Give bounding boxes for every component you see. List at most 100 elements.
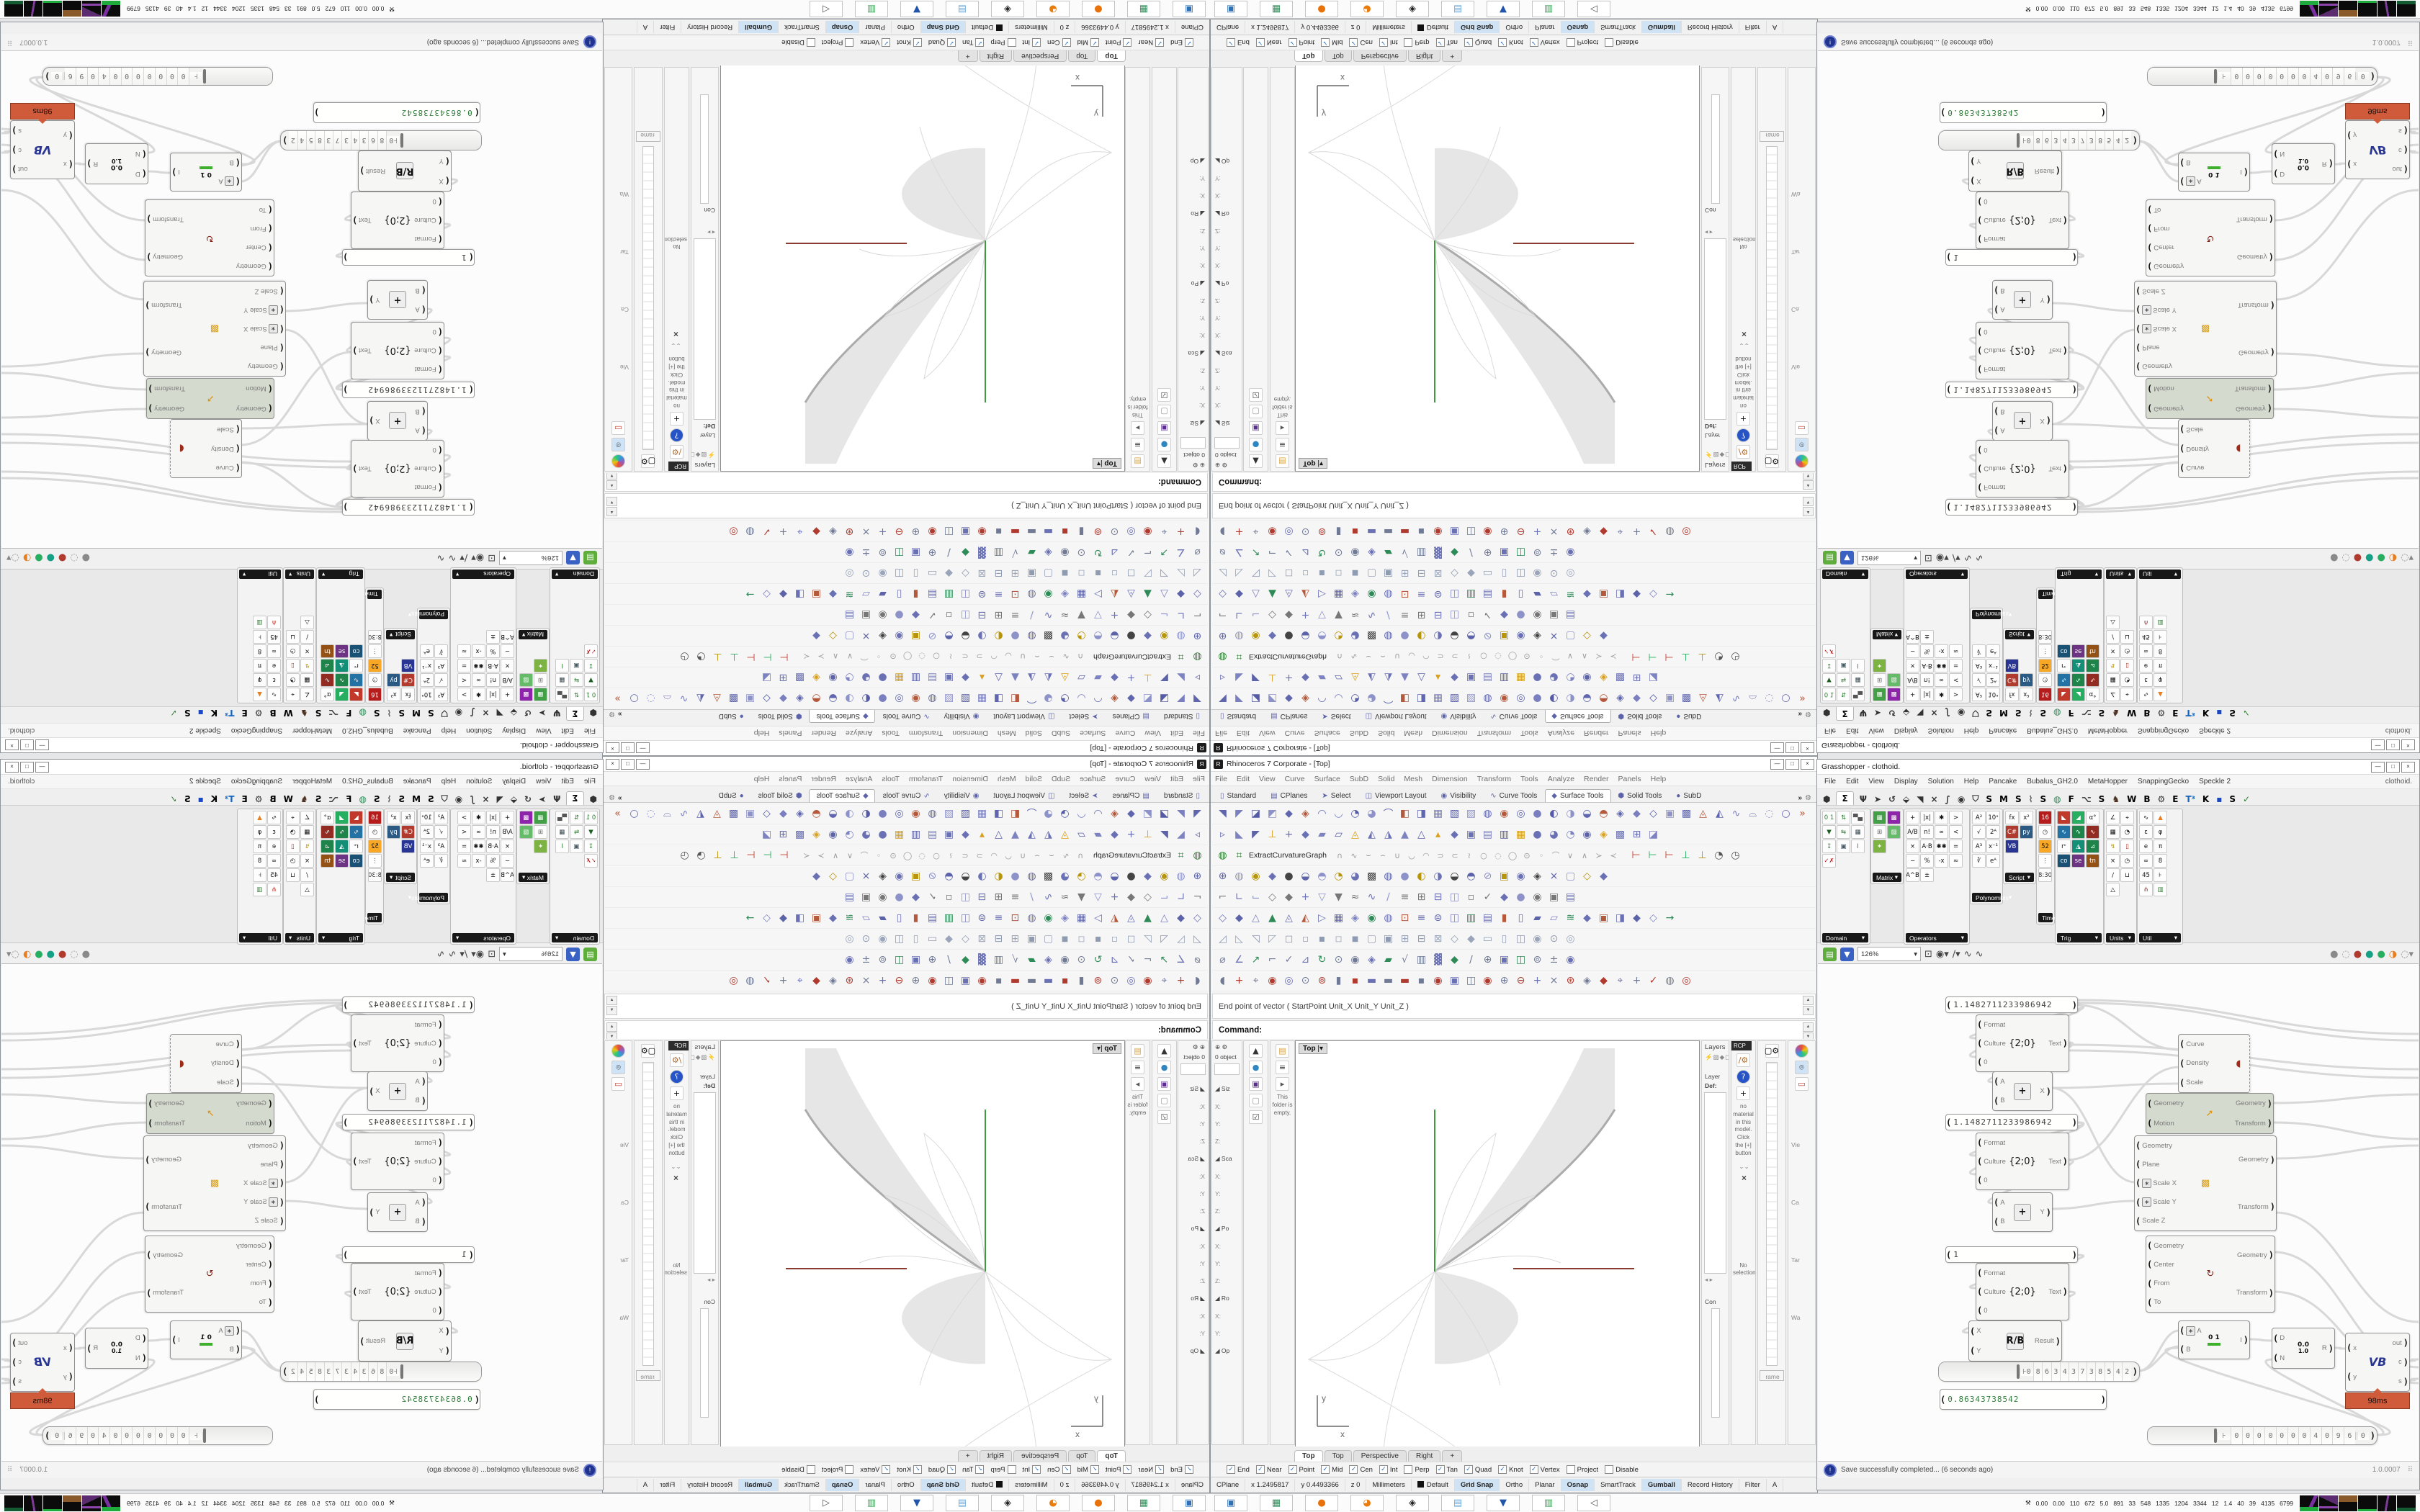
toolbar-icon[interactable]: × <box>861 630 871 642</box>
toolbar-icon[interactable]: ▼ <box>1077 609 1085 621</box>
osnap-perp[interactable]: Perp <box>990 38 1016 47</box>
toolbar-icon[interactable]: ◷ <box>1731 651 1740 662</box>
toolbar-icon[interactable]: ◆ <box>1500 891 1508 903</box>
toolbar-icon[interactable]: ▣ <box>1026 567 1037 579</box>
color-wheel-icon[interactable] <box>1795 1044 1809 1058</box>
toolbar-icon[interactable]: ◎ <box>1284 526 1294 537</box>
osnap-tan[interactable]: ✓ Tan <box>1435 1465 1458 1474</box>
gh-port[interactable]: (0 <box>1977 327 2012 337</box>
viewport-title-chip[interactable]: Top |▾ <box>1299 1043 1328 1054</box>
gh-category-tab-19[interactable]: S <box>2098 708 2105 718</box>
palette-icon[interactable]: Ⅰ <box>555 659 569 672</box>
toolbar-icon[interactable]: ▫ <box>945 891 953 903</box>
gh-component[interactable]: (A(B + Y) <box>1992 1192 2053 1232</box>
gh-menu-item-solution[interactable]: Solution <box>1927 778 1954 786</box>
digit-cell[interactable]: 6 <box>369 1362 378 1381</box>
toolbar-icon[interactable]: » <box>1799 693 1806 704</box>
toolbar-icon[interactable]: ⌖ <box>1161 526 1168 537</box>
palette-icon[interactable]: 8 <box>2154 854 2167 868</box>
menu-item-edit[interactable]: Edit <box>1236 729 1250 738</box>
gh-port[interactable]: (Geometry <box>220 1099 273 1109</box>
toolbar-icon[interactable]: ◍ <box>1234 870 1244 882</box>
digit-cell[interactable]: 6 <box>2344 68 2355 85</box>
palette-icon[interactable]: α° <box>321 811 334 824</box>
gh-port[interactable]: (B <box>407 1096 426 1106</box>
canvas-tool-icon[interactable]: ◉▾ <box>471 948 485 960</box>
toolbar-icon[interactable]: ▪ <box>995 526 1003 537</box>
gh-port[interactable]: (Motion <box>220 384 273 394</box>
palette-icon[interactable]: α° <box>2086 688 2099 701</box>
gh-menu-item-view[interactable]: View <box>536 778 552 786</box>
palette-icon[interactable]: % <box>486 644 500 658</box>
gh-category-tab-29[interactable]: ✓ <box>169 794 177 804</box>
toolbar-icon[interactable]: ◆ <box>962 829 969 840</box>
palette-icon[interactable]: ▯ <box>286 659 300 672</box>
canvas-tool-icon[interactable]: ∿ <box>448 552 457 564</box>
digit-cell[interactable]: 0 <box>110 68 122 85</box>
gh-category-tab-27[interactable]: ▪ <box>197 708 204 718</box>
gh-category-tab-16[interactable]: ◍ <box>2053 794 2061 804</box>
gh-category-tab-5[interactable]: ⬙ <box>510 794 517 804</box>
toolbar-icon[interactable]: ⊘ <box>1483 630 1492 642</box>
osnap-tan[interactable]: ✓ Tan <box>962 1465 985 1474</box>
toolbar-icon[interactable]: ▣ <box>1383 567 1394 579</box>
frame-dropdown[interactable]: rame <box>1760 131 1784 142</box>
palette-icon[interactable]: ⊦ <box>253 630 266 644</box>
gh-port[interactable]: (Culture <box>408 1287 443 1297</box>
palette-group-label[interactable]: Time▾ <box>362 590 382 599</box>
status-grid-snap[interactable]: Grid Snap <box>1454 1479 1500 1491</box>
toolbar-icon[interactable]: ▯ <box>1501 933 1507 945</box>
checkbox[interactable] <box>1566 1465 1575 1474</box>
checkbox[interactable]: ✓ <box>1321 38 1330 47</box>
status-planar[interactable]: Planar <box>859 1479 891 1491</box>
toolbar-icon[interactable]: ≡ <box>1400 609 1410 621</box>
gh-component[interactable]: (Geometry(Motion ➚ Geometry) Transform) <box>146 378 274 419</box>
toolbar-icon[interactable]: ▲ <box>1011 672 1019 683</box>
palette-icon[interactable]: ▨ <box>1887 825 1901 839</box>
toolbar-icon[interactable]: ◬ <box>1699 808 1707 819</box>
toolbar-icon[interactable]: ⊖ <box>1516 975 1525 986</box>
palette-icon[interactable]: ↯ <box>300 840 314 853</box>
palette-icon[interactable]: Ⅰ <box>1851 840 1865 853</box>
toolbar-icon[interactable]: ∨ <box>1567 652 1573 662</box>
toolbar-icon[interactable]: ▰ <box>879 912 887 924</box>
taskbar-app-3[interactable]: ◕ <box>1350 1495 1384 1511</box>
gh-port[interactable]: (D <box>127 1333 147 1344</box>
zoom-select[interactable]: 126% ▾ <box>499 947 563 961</box>
toolbar-icon[interactable]: ∨ <box>847 652 853 662</box>
toolbar-icon[interactable]: ◤ <box>1235 693 1243 704</box>
toolbar-icon[interactable]: ⊖ <box>895 526 904 537</box>
gh-port[interactable]: (0 <box>408 1305 443 1315</box>
toolbar-icon[interactable]: ◍ <box>1218 850 1227 861</box>
toolbar-gear-icon[interactable]: ⚙ <box>1805 710 1811 718</box>
panel-icon[interactable]: ☑ <box>1249 388 1263 402</box>
toolbar-icon[interactable]: ◻ <box>1284 933 1294 945</box>
toolbar-icon[interactable]: ◆ <box>1285 693 1293 704</box>
rhino-command-prompt[interactable]: Command: ▲ ▼ <box>604 470 1208 492</box>
palette-icon[interactable]: tn <box>321 854 334 868</box>
rhino-viewport[interactable]: Top |▾ <box>720 1040 1125 1452</box>
minimize-button[interactable]: — <box>2371 761 2385 773</box>
menu-item-edit[interactable]: Edit <box>1170 729 1184 738</box>
toolbar-icon[interactable]: ◭ <box>1044 829 1052 840</box>
palette-icon[interactable]: |x| <box>486 811 500 824</box>
digit-cell[interactable]: 0 <box>2264 68 2276 85</box>
toolbar-icon[interactable]: ⊚ <box>1093 975 1103 986</box>
gh-port[interactable]: (0 <box>408 1175 443 1185</box>
menu-item-mesh[interactable]: Mesh <box>1404 774 1423 783</box>
checkbox[interactable]: ✓ <box>1321 1465 1330 1474</box>
toolbar-icon[interactable]: + <box>1110 891 1119 903</box>
close-icon[interactable]: × <box>673 1172 679 1183</box>
panel-icon[interactable]: ? <box>1736 428 1750 442</box>
zoom-select[interactable]: 126% ▾ <box>499 551 563 565</box>
display-mode-icon[interactable]: ● <box>46 552 55 564</box>
gh-value-panel[interactable]: (1) <box>1945 1246 2078 1263</box>
toolbar-icon[interactable]: ◐ <box>994 870 1003 882</box>
digit-cell[interactable]: 8 <box>315 1362 325 1381</box>
display-mode-icon[interactable]: ◑ <box>2388 552 2398 564</box>
status-x-1-2495817[interactable]: x 1.2495817 <box>1124 1479 1175 1491</box>
toolbar-icon[interactable]: ✓ <box>1483 891 1492 903</box>
viewport-tab-+[interactable]: + <box>1442 1450 1463 1462</box>
osnap-quad[interactable]: ✓ Quad <box>1464 38 1492 47</box>
palette-icon[interactable]: x⁻¹ <box>1986 659 2000 672</box>
